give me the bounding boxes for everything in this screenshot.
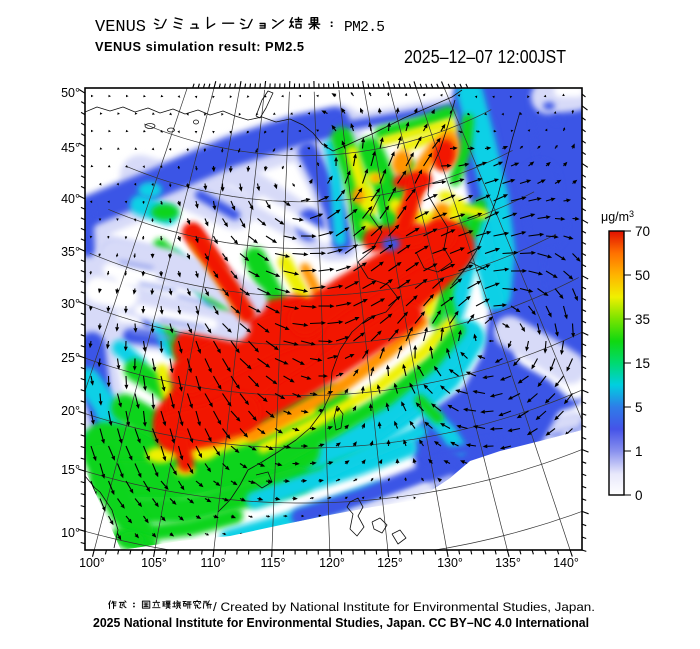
svg-text:50°: 50° bbox=[61, 86, 80, 100]
svg-text:μg/m3: μg/m3 bbox=[601, 209, 634, 224]
svg-text:VENUS: VENUS bbox=[95, 18, 146, 37]
svg-text:45°: 45° bbox=[61, 141, 80, 155]
svg-text:0: 0 bbox=[635, 488, 643, 503]
svg-text:70: 70 bbox=[635, 224, 650, 239]
svg-text:15°: 15° bbox=[61, 463, 80, 477]
svg-text:40°: 40° bbox=[61, 192, 80, 206]
svg-text:140°: 140° bbox=[553, 556, 579, 570]
svg-text:PM2.5: PM2.5 bbox=[344, 20, 385, 36]
svg-text:/ Created by National Institut: / Created by National Institute for Envi… bbox=[213, 600, 595, 614]
svg-text:15: 15 bbox=[635, 356, 650, 371]
svg-text:35°: 35° bbox=[61, 245, 80, 259]
svg-text:30°: 30° bbox=[61, 297, 80, 311]
svg-text:35: 35 bbox=[635, 312, 650, 327]
svg-text:1: 1 bbox=[635, 444, 643, 459]
svg-text:2025–12–07 12:00JST: 2025–12–07 12:00JST bbox=[404, 46, 566, 67]
svg-text:VENUS simulation result: PM2.5: VENUS simulation result: PM2.5 bbox=[95, 39, 304, 54]
svg-text:130°: 130° bbox=[437, 556, 463, 570]
svg-text:50: 50 bbox=[635, 268, 650, 283]
svg-text:2025 National Institute for En: 2025 National Institute for Environmenta… bbox=[93, 615, 589, 630]
svg-text:135°: 135° bbox=[495, 556, 521, 570]
svg-text:120°: 120° bbox=[319, 556, 345, 570]
svg-text:115°: 115° bbox=[261, 556, 286, 570]
svg-text:110°: 110° bbox=[201, 556, 226, 570]
svg-text:20°: 20° bbox=[61, 404, 80, 418]
svg-text:100°: 100° bbox=[79, 556, 105, 570]
svg-text:5: 5 bbox=[635, 400, 643, 415]
svg-text:105°: 105° bbox=[141, 556, 167, 570]
svg-text:25°: 25° bbox=[61, 351, 80, 365]
svg-text:125°: 125° bbox=[377, 556, 403, 570]
svg-text:10°: 10° bbox=[61, 526, 80, 540]
